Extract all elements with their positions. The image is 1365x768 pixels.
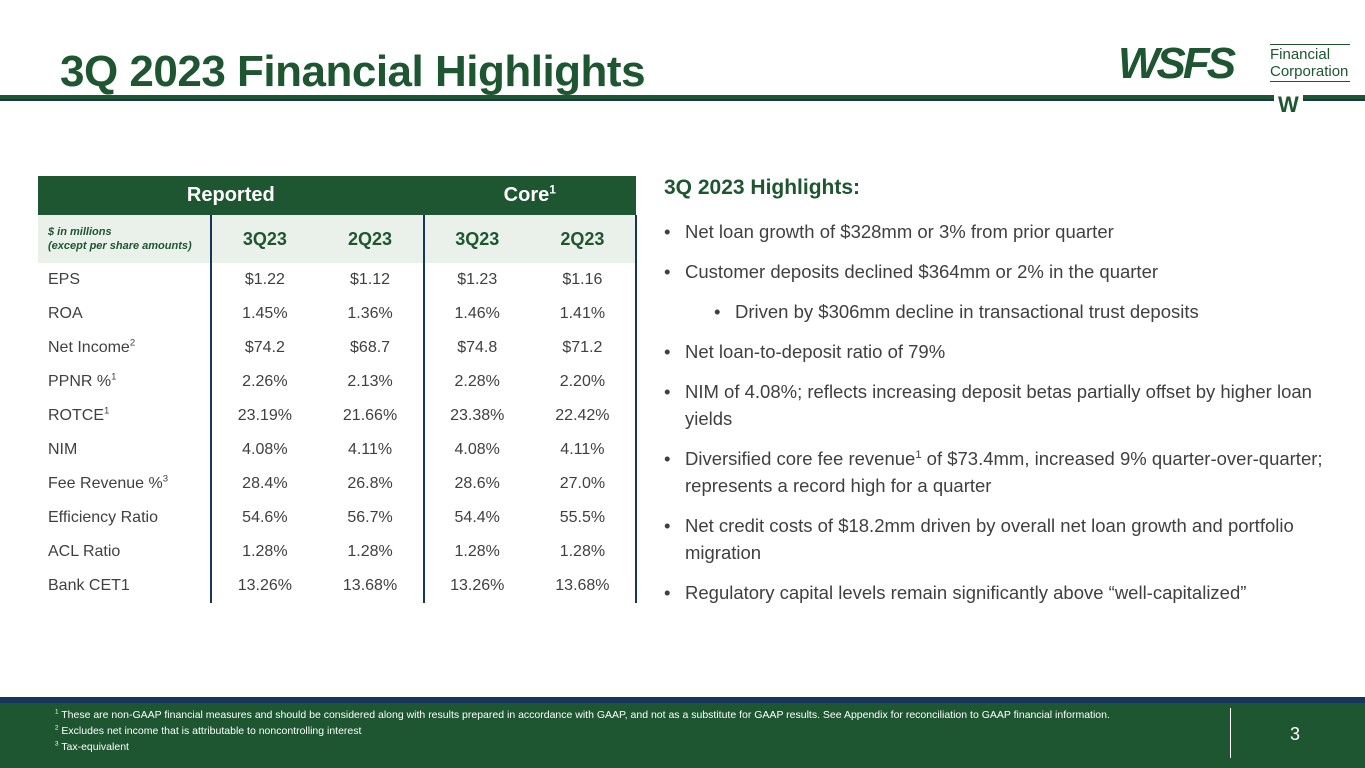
table-cell: $71.2: [529, 331, 638, 365]
table-cell: 2.26%: [242, 373, 288, 390]
table-cell: 28.6%: [454, 475, 500, 492]
table-cell: 2.28%: [454, 373, 500, 390]
table-row: ACL Ratio 1.28% 1.28% 1.28% 1.28%: [38, 535, 638, 569]
row-label: Efficiency Ratio: [38, 501, 213, 535]
highlight-subitem: Driven by $306mm decline in transactiona…: [714, 298, 1344, 325]
financial-table: Reported Core1 $ in millions (except per…: [38, 176, 638, 603]
table-cell: $1.16: [529, 263, 638, 297]
logo-wordmark: WSFS: [1118, 39, 1236, 88]
highlights-title: 3Q 2023 Highlights:: [664, 176, 861, 199]
table-cell: 23.38%: [450, 407, 505, 424]
footnote: 2 Excludes net income that is attributab…: [55, 724, 362, 737]
table-row: EPS $1.22 $1.12 $1.23 $1.16: [38, 263, 638, 297]
logo-subtitle-line2: Corporation: [1270, 63, 1349, 80]
table-cell: $1.12: [317, 263, 425, 297]
footnote: 3 Tax-equivalent: [55, 740, 129, 753]
title-rule-accent: [0, 99, 1365, 101]
table-cell: 27.0%: [529, 467, 638, 501]
table-cell: 1.41%: [529, 297, 638, 331]
table-cell: 55.5%: [529, 501, 638, 535]
table-row: NIM 4.08% 4.11% 4.08% 4.11%: [38, 433, 638, 467]
footer-divider: [1230, 708, 1231, 758]
table-cell: 13.68%: [529, 569, 638, 603]
row-label: ROTCE1: [38, 399, 213, 433]
highlight-item: Regulatory capital levels remain signifi…: [664, 579, 1344, 606]
table-cell: 1.28%: [317, 535, 425, 569]
table-row: Efficiency Ratio 54.6% 56.7% 54.4% 55.5%: [38, 501, 638, 535]
table-cell: 4.08%: [454, 441, 500, 458]
table-cell: 26.8%: [317, 467, 425, 501]
logo-subtitle: Financial Corporation: [1270, 44, 1350, 82]
group-reported-header: Reported: [38, 176, 424, 215]
table-cell: 21.66%: [317, 399, 425, 433]
table-cell: $74.2: [244, 339, 285, 356]
table-cell: 13.26%: [237, 577, 292, 594]
row-label: ACL Ratio: [38, 535, 213, 569]
row-label: Bank CET1: [38, 569, 213, 603]
column-header: 2Q23: [529, 215, 638, 263]
row-label: ROA: [38, 297, 213, 331]
table-cell: 1.36%: [317, 297, 425, 331]
table-cell: $68.7: [317, 331, 425, 365]
footnote: 1 These are non-GAAP financial measures …: [55, 708, 1110, 721]
table-row: Bank CET1 13.26% 13.68% 13.26% 13.68%: [38, 569, 638, 603]
highlight-item: Net loan-to-deposit ratio of 79%: [664, 338, 1344, 365]
table-cell: 4.11%: [317, 433, 425, 467]
highlight-item: Customer deposits declined $364mm or 2% …: [664, 258, 1344, 285]
table-cell: 54.6%: [242, 509, 288, 526]
table-cell: 13.26%: [450, 577, 505, 594]
table-cell: 13.68%: [317, 569, 425, 603]
column-header: 3Q23: [423, 215, 530, 263]
table-row: PPNR %1 2.26% 2.13% 2.28% 2.20%: [38, 365, 638, 399]
table-row: ROTCE1 23.19% 21.66% 23.38% 22.42%: [38, 399, 638, 433]
table-cell: 1.46%: [454, 305, 500, 322]
page-number: 3: [1290, 724, 1301, 744]
table-cell: 1.45%: [242, 305, 288, 322]
footnotes: 1 These are non-GAAP financial measures …: [55, 707, 1110, 755]
table-row: Fee Revenue %3 28.4% 26.8% 28.6% 27.0%: [38, 467, 638, 501]
highlights-list: Net loan growth of $328mm or 3% from pri…: [664, 218, 1344, 619]
table-group-header: Reported Core1: [38, 176, 636, 215]
table-cell: 1.28%: [529, 535, 638, 569]
table-cell: 2.20%: [529, 365, 638, 399]
table-cell: 1.28%: [454, 543, 500, 560]
table-column-header: $ in millions (except per share amounts)…: [38, 215, 638, 263]
logo-subtitle-line1: Financial: [1270, 46, 1331, 63]
logo-w-mark: W: [1274, 94, 1303, 116]
column-header: 3Q23: [211, 215, 318, 263]
table-cell: 1.28%: [242, 543, 288, 560]
row-label: Fee Revenue %3: [38, 467, 213, 501]
title-rule: [0, 95, 1365, 99]
table-row: ROA 1.45% 1.36% 1.46% 1.41%: [38, 297, 638, 331]
unit-label: $ in millions (except per share amounts): [38, 215, 213, 263]
table-cell: 23.19%: [237, 407, 292, 424]
table-cell: 28.4%: [242, 475, 288, 492]
highlight-item: NIM of 4.08%; reflects increasing deposi…: [664, 378, 1344, 432]
table-cell: 2.13%: [317, 365, 425, 399]
row-label: EPS: [38, 263, 213, 297]
table-cell: $1.23: [457, 271, 498, 288]
wsfs-logo: WSFS Financial Corporation W: [1118, 42, 1350, 116]
footer-accent: [0, 697, 1365, 703]
page-title: 3Q 2023 Financial Highlights: [60, 47, 646, 96]
highlight-item: Diversified core fee revenue1 of $73.4mm…: [664, 445, 1344, 499]
group-core-header: Core1: [423, 176, 636, 215]
table-cell: 4.08%: [242, 441, 288, 458]
table-cell: 22.42%: [529, 399, 638, 433]
footer-bar: [0, 697, 1365, 768]
table-cell: 54.4%: [454, 509, 500, 526]
table-cell: $74.8: [457, 339, 498, 356]
row-label: Net Income2: [38, 331, 213, 365]
row-label: PPNR %1: [38, 365, 213, 399]
table-cell: 56.7%: [317, 501, 425, 535]
row-label: NIM: [38, 433, 213, 467]
column-header: 2Q23: [317, 215, 425, 263]
highlight-item: Net loan growth of $328mm or 3% from pri…: [664, 218, 1344, 245]
table-cell: 4.11%: [529, 433, 638, 467]
table-row: Net Income2 $74.2 $68.7 $74.8 $71.2: [38, 331, 638, 365]
table-cell: $1.22: [244, 271, 285, 288]
highlight-item: Net credit costs of $18.2mm driven by ov…: [664, 512, 1344, 566]
